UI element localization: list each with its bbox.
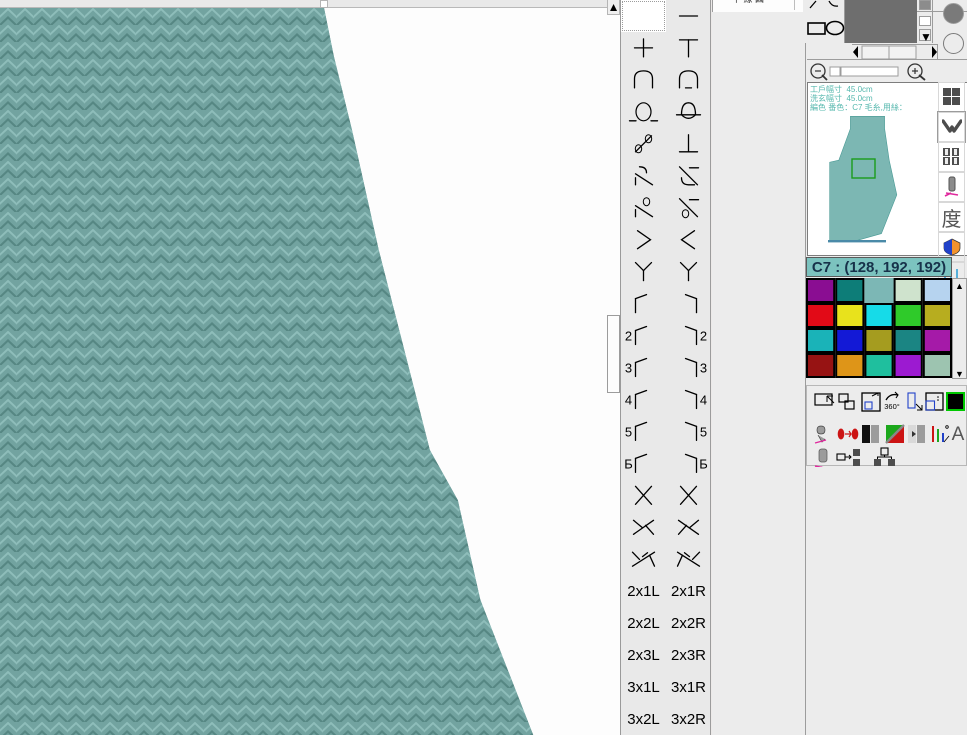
svg-text:3x1L: 3x1L (627, 679, 660, 696)
svg-text:2x3R: 2x3R (671, 647, 706, 664)
svg-text:Б: Б (699, 456, 708, 471)
svg-text:3: 3 (625, 361, 632, 376)
svg-text:360°: 360° (884, 402, 900, 411)
svg-text:5: 5 (700, 424, 707, 439)
svg-text:Б: Б (624, 456, 633, 471)
svg-text:3x2R: 3x2R (671, 711, 706, 728)
svg-text:2x1L: 2x1L (627, 583, 660, 600)
svg-text:3x1R: 3x1R (671, 679, 706, 696)
svg-text:2x2R: 2x2R (671, 615, 706, 632)
svg-text:3x2L: 3x2L (627, 711, 660, 728)
svg-text:5: 5 (625, 424, 632, 439)
svg-text:2: 2 (700, 329, 707, 344)
svg-text:2x2L: 2x2L (627, 615, 660, 632)
svg-text:4: 4 (625, 393, 632, 408)
svg-text:4: 4 (700, 393, 707, 408)
svg-text:3: 3 (700, 361, 707, 376)
svg-text:2x1R: 2x1R (671, 583, 706, 600)
svg-text:A: A (952, 424, 965, 445)
svg-text:2x3L: 2x3L (627, 647, 660, 664)
svg-text:2: 2 (625, 329, 632, 344)
